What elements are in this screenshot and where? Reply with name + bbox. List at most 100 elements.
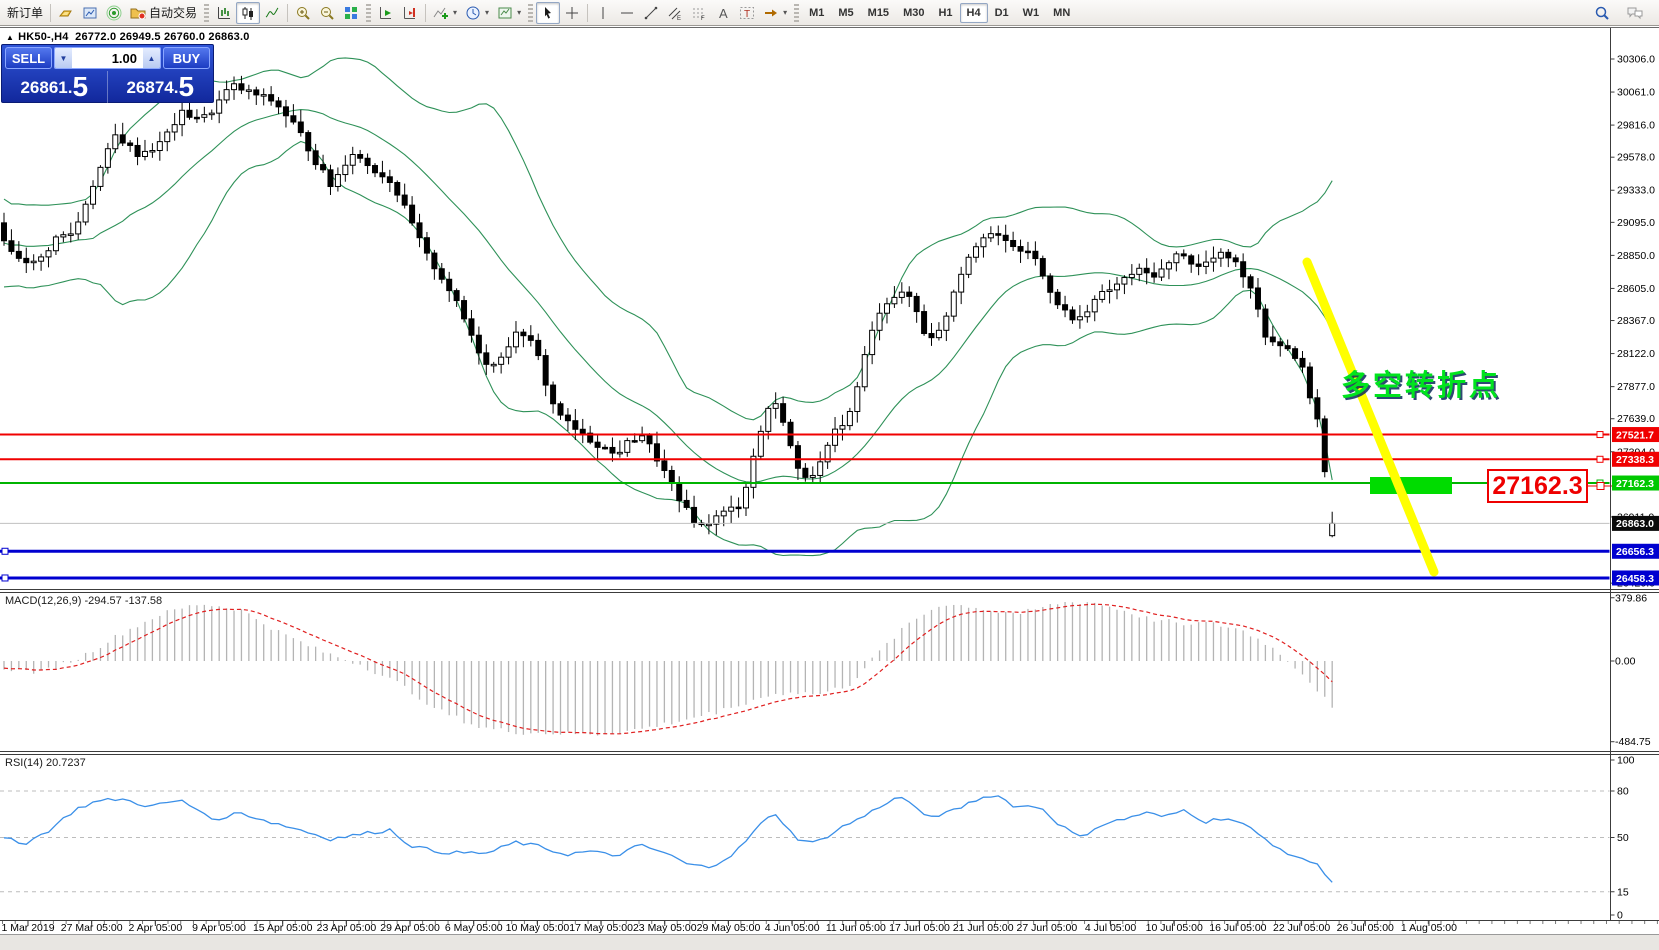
zoom-in-button[interactable] (291, 2, 315, 24)
bear-candle-body (253, 89, 260, 96)
toolbar-grip (794, 3, 800, 22)
toolbar-separator (287, 3, 289, 22)
volume-down-button[interactable]: ▼ (55, 48, 72, 68)
price-badge-text: 26656.3 (1616, 546, 1654, 558)
line-handle[interactable] (1596, 455, 1604, 463)
toolbar: 新订单 自动交易 ▾ ▾ ▾ E F A T ▾ M1 M5 M15 M30 H1 H4 D… (0, 0, 1659, 26)
autotrading-button[interactable]: 自动交易 (126, 2, 201, 24)
line-handle[interactable] (1596, 431, 1604, 439)
indicators-plus-icon (433, 7, 449, 19)
bear-candle-body (409, 204, 416, 224)
fibonacci-button[interactable]: F (687, 2, 711, 24)
crosshair-button[interactable] (560, 2, 584, 24)
sell-button[interactable]: SELL (5, 47, 52, 69)
bull-candle-body (164, 131, 171, 143)
bar-chart-button[interactable] (212, 2, 236, 24)
line-handle[interactable] (1, 574, 9, 582)
yellow-trendline[interactable] (1302, 257, 1439, 577)
volume-up-button[interactable]: ▲ (143, 48, 160, 68)
bull-candle-body (1114, 283, 1120, 291)
price-callout-box[interactable]: 27162.3 (1487, 469, 1588, 503)
timeframe-MN[interactable]: MN (1046, 3, 1077, 23)
vertical-line-button[interactable] (591, 2, 615, 24)
timeframe-H1[interactable]: H1 (931, 3, 959, 23)
bear-candle-body (1039, 258, 1046, 277)
bull-candle-body (898, 291, 905, 298)
bear-candle-body (1321, 418, 1328, 473)
sell-price[interactable]: 26861. 5 (2, 71, 108, 103)
market-watch-button[interactable] (78, 2, 102, 24)
time-axis-label: 10 May 05:00 (506, 922, 570, 934)
line-handle[interactable] (1, 547, 9, 555)
cursor-button[interactable] (536, 1, 561, 24)
bear-candle-body (1069, 309, 1076, 321)
bull-candle-body (891, 296, 898, 305)
bear-candle-body (631, 440, 638, 443)
dropdown-arrow-icon: ▾ (485, 8, 490, 17)
zoom-out-icon (321, 6, 334, 20)
line-chart-button[interactable] (260, 2, 284, 24)
periods-button[interactable]: ▾ (461, 2, 493, 24)
time-axis-label: 17 May 05:00 (569, 922, 633, 934)
dropdown-arrow-icon: ▾ (517, 8, 522, 17)
chart-symbol: HK50-,H4 (18, 31, 69, 43)
search-button[interactable] (1590, 2, 1614, 24)
time-axis-label: 4 Jun 05:00 (765, 922, 820, 934)
bear-candle-body (8, 240, 15, 252)
horizontal-line-button[interactable] (615, 2, 639, 24)
rsi-line (3, 795, 1333, 883)
chart-shift-button[interactable] (398, 2, 422, 24)
callout-handle[interactable] (1596, 482, 1605, 490)
bear-candle-body (594, 441, 601, 448)
equidistant-channel-button[interactable]: E (663, 2, 687, 24)
candlestick-icon (242, 6, 254, 20)
bull-candle-body (231, 83, 238, 91)
rsi-tick-label: 80 (1617, 786, 1629, 798)
bear-candle-body (794, 445, 801, 469)
bull-candle-body (1217, 251, 1224, 259)
gold-ingot-button[interactable] (54, 2, 78, 24)
timeframe-M15[interactable]: M15 (861, 3, 896, 23)
buy-price[interactable]: 26874. 5 (126, 71, 195, 102)
bull-candle-body (334, 174, 341, 188)
chat-icon (1627, 7, 1643, 19)
tile-windows-button[interactable] (339, 2, 363, 24)
timeframe-M1[interactable]: M1 (802, 3, 831, 23)
auto-scroll-button[interactable] (374, 2, 398, 24)
new-order-button[interactable]: 新订单 (3, 2, 47, 24)
text-tool-button[interactable]: A (711, 2, 735, 24)
svg-text:A: A (719, 6, 728, 21)
turning-point-annotation[interactable]: 多空转折点 (1341, 370, 1502, 402)
templates-button[interactable]: ▾ (493, 2, 525, 24)
bull-candle-body (349, 154, 356, 166)
text-label-button[interactable]: T (735, 2, 759, 24)
bear-candle-body (1054, 291, 1061, 306)
time-axis-label: 27 Mar 05:00 (61, 922, 123, 934)
timeframe-W1[interactable]: W1 (1016, 3, 1047, 23)
autotrading-folder-icon (130, 8, 146, 19)
volume-value[interactable]: 1.00 (72, 48, 143, 68)
bull-candle-body (883, 303, 890, 314)
price-badge-27521.7 (1612, 427, 1659, 443)
timeframe-M5[interactable]: M5 (831, 3, 860, 23)
trendline-button[interactable] (639, 2, 663, 24)
support-zone-rectangle[interactable] (1370, 477, 1452, 494)
signal-button[interactable] (102, 2, 126, 24)
timeframe-H4[interactable]: H4 (959, 2, 988, 23)
indicators-button[interactable]: ▾ (429, 2, 461, 24)
bear-candle-body (542, 355, 549, 386)
buy-button[interactable]: BUY (163, 47, 210, 69)
timeframe-M30[interactable]: M30 (896, 3, 931, 23)
zoom-out-button[interactable] (315, 2, 339, 24)
bull-candle-body (943, 315, 950, 331)
bull-candle-body (342, 164, 349, 176)
price-badge-26863.0 (1612, 515, 1659, 531)
panel-collapse-icon[interactable]: ▲ (6, 33, 15, 42)
chat-button[interactable] (1622, 2, 1648, 24)
timeframe-D1[interactable]: D1 (988, 3, 1016, 23)
arrows-tool-button[interactable]: ▾ (759, 2, 791, 24)
chart-ohlc-values: 26772.0 26949.5 26760.0 26863.0 (75, 31, 250, 43)
candlestick-chart-button[interactable] (236, 1, 261, 24)
horizontal-line-icon (621, 12, 634, 13)
